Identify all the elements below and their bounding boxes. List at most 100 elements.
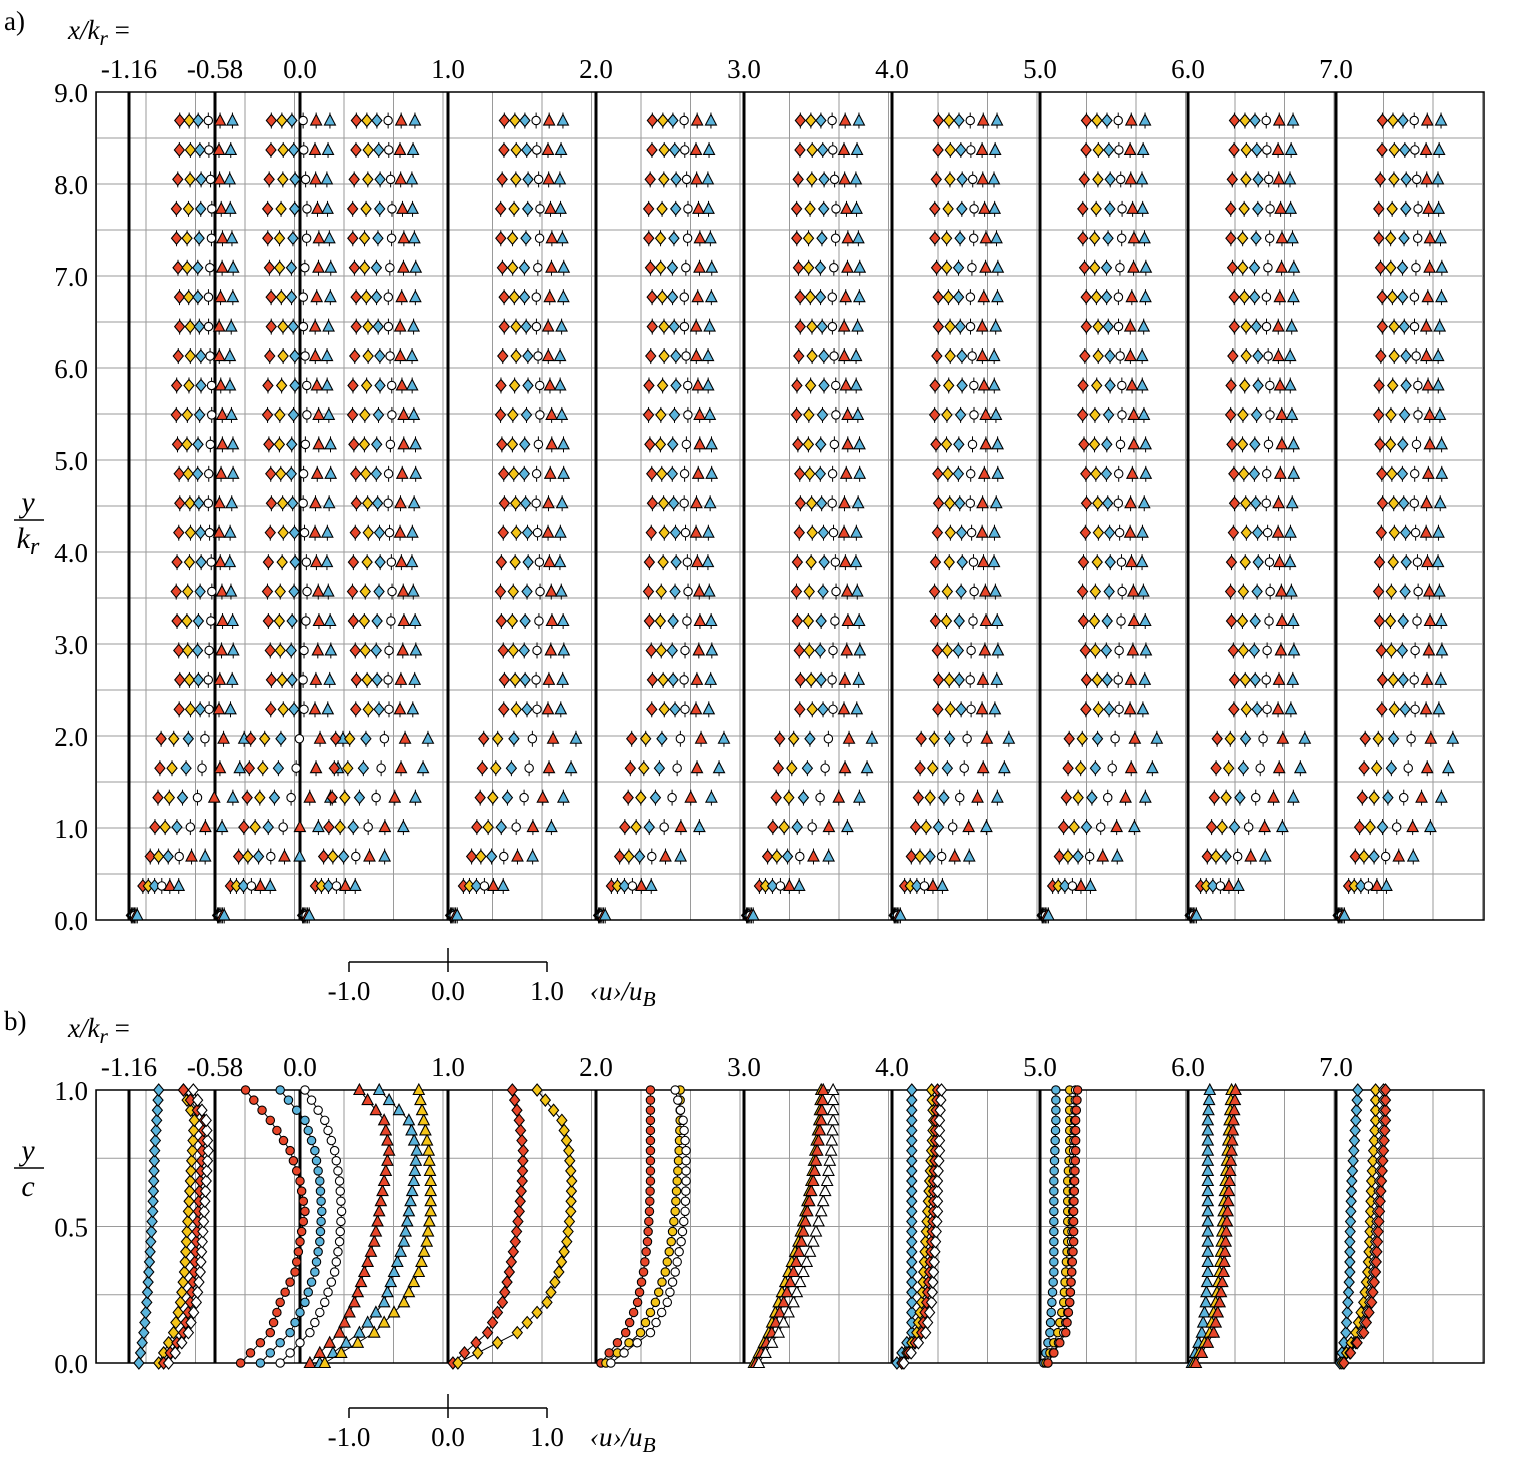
data-point: [852, 790, 866, 803]
profile-point: [1201, 1173, 1215, 1187]
data-point: [832, 790, 846, 803]
data-point: [383, 498, 393, 508]
profile-point: [809, 1224, 823, 1237]
data-point: [705, 643, 719, 656]
data-point: [1250, 792, 1261, 803]
data-point: [556, 113, 570, 126]
data-point: [276, 555, 288, 569]
data-point: [850, 142, 864, 156]
profile-point: [636, 1277, 647, 1287]
data-point: [182, 466, 194, 481]
data-point: [1225, 378, 1237, 393]
data-point: [1078, 172, 1091, 187]
data-point: [520, 408, 533, 422]
profile-point: [507, 1244, 520, 1259]
data-point: [1062, 761, 1074, 776]
data-point: [1042, 908, 1055, 921]
data-point: [991, 643, 1005, 656]
profile-point: [1065, 1287, 1076, 1297]
profile-point: [377, 1295, 391, 1308]
data-point: [1384, 231, 1397, 246]
profile-point: [815, 1103, 829, 1116]
data-point: [841, 407, 855, 420]
profile-point: [1377, 1153, 1389, 1168]
profile-point: [634, 1287, 645, 1297]
data-point: [299, 145, 309, 155]
profile-point: [336, 1216, 346, 1227]
profile-point: [418, 1123, 432, 1136]
data-point: [311, 819, 325, 833]
data-point: [794, 673, 807, 687]
data-point: [1376, 113, 1389, 128]
column-label: 4.0: [875, 54, 909, 84]
data-point: [1261, 675, 1271, 685]
data-point: [171, 437, 184, 452]
data-point: [1251, 143, 1263, 157]
data-point: [976, 172, 990, 185]
data-point: [386, 233, 397, 244]
data-point: [658, 143, 670, 157]
data-point: [212, 319, 226, 332]
data-point: [1089, 761, 1102, 776]
data-point: [1092, 172, 1104, 187]
data-point: [1113, 675, 1123, 685]
data-point: [1374, 172, 1387, 187]
data-point: [646, 496, 659, 511]
data-point: [277, 702, 290, 717]
data-point: [1080, 702, 1092, 717]
profile-point: [181, 1224, 193, 1239]
data-point: [1216, 820, 1228, 834]
data-point: [494, 584, 507, 599]
profile-point: [769, 1315, 783, 1328]
profile-point: [316, 1196, 326, 1206]
data-point: [828, 704, 838, 715]
data-point: [694, 731, 708, 744]
data-point: [791, 378, 803, 393]
data-point: [1116, 616, 1126, 626]
data-point: [497, 349, 509, 363]
profile-point: [638, 1267, 649, 1277]
data-point: [802, 231, 815, 246]
data-point: [553, 378, 567, 391]
data-point: [508, 731, 520, 746]
data-point: [262, 231, 274, 246]
data-point: [1232, 878, 1245, 892]
data-point: [171, 820, 183, 834]
data-point: [298, 292, 309, 302]
data-point: [556, 790, 570, 803]
data-point: [932, 702, 944, 717]
profile-point: [657, 1277, 667, 1287]
data-point: [544, 201, 557, 214]
data-point: [1123, 525, 1137, 538]
profile-point: [399, 1224, 413, 1237]
data-point: [285, 260, 298, 275]
data-point: [347, 614, 360, 628]
data-point: [793, 525, 805, 540]
data-point: [507, 584, 519, 599]
data-point: [184, 172, 196, 187]
data-point: [191, 643, 204, 658]
profile-point: [315, 1307, 325, 1318]
data-point: [214, 201, 228, 214]
data-point: [309, 761, 323, 774]
profile-point: [1068, 1226, 1079, 1237]
data-point: [968, 616, 978, 626]
data-point: [1364, 820, 1376, 834]
data-point: [226, 437, 240, 450]
data-point: [1286, 672, 1300, 685]
data-point: [969, 204, 979, 214]
data-point: [1284, 702, 1298, 715]
profile-point: [410, 1143, 424, 1156]
data-point: [1272, 761, 1286, 774]
profile-point: [319, 1115, 330, 1126]
profile-point: [935, 1093, 947, 1107]
data-point: [299, 704, 309, 715]
profile-point: [643, 1226, 653, 1237]
data-point: [384, 645, 394, 656]
data-point: [275, 466, 287, 481]
profile-point: [906, 1093, 918, 1107]
data-point: [496, 878, 510, 892]
profile-point: [235, 1358, 246, 1368]
data-point: [930, 260, 943, 275]
data-point: [820, 763, 830, 773]
